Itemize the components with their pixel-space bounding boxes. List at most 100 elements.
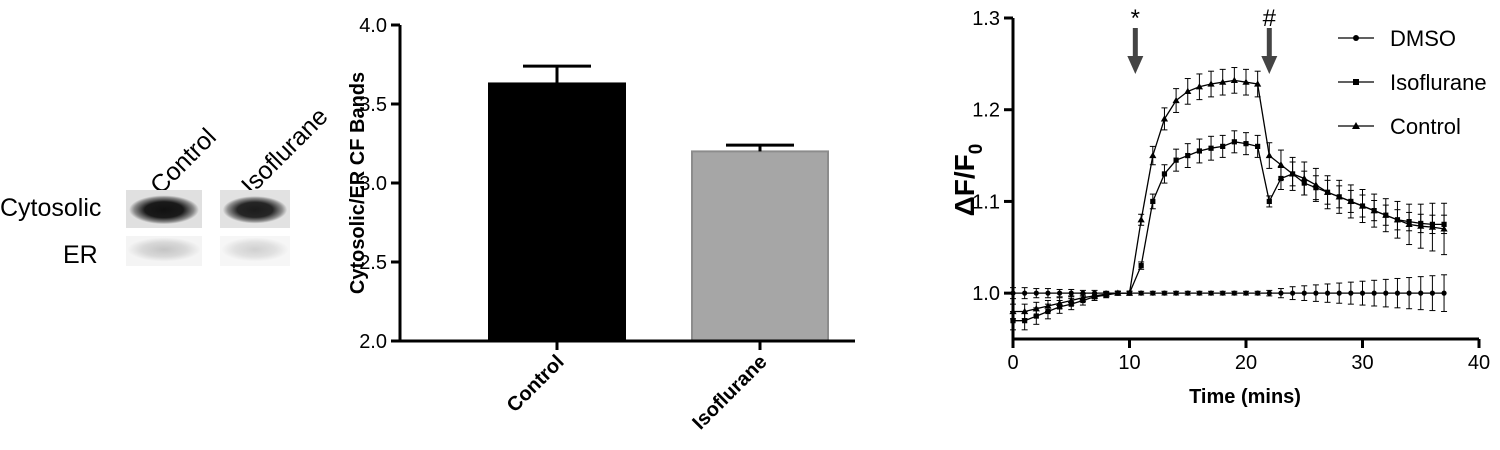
line-y-axis-label-main: ΔF/F — [949, 154, 980, 216]
line-point-isoflurane — [1243, 141, 1249, 147]
line-point-control — [1137, 216, 1145, 223]
line-path-control — [1013, 79, 1445, 313]
line-point-dmso — [1348, 290, 1354, 296]
line-point-control — [1195, 83, 1203, 90]
line-y-axis-label-sub: 0 — [966, 144, 987, 155]
line-point-control — [1370, 207, 1378, 214]
bar-control — [488, 82, 626, 343]
line-y-tick-label: 1.3 — [972, 8, 1000, 30]
line-point-control — [1172, 96, 1180, 104]
blot-band-cytosolic-isoflurane — [220, 190, 290, 228]
line-point-control — [1149, 151, 1157, 159]
line-point-isoflurane — [1266, 198, 1272, 205]
line-point-dmso — [1220, 290, 1226, 296]
line-point-dmso — [1418, 290, 1424, 296]
line-point-control — [1277, 161, 1285, 168]
annotation-label: # — [1263, 5, 1277, 32]
line-point-isoflurane — [1208, 145, 1214, 151]
line-series-group — [1009, 67, 1448, 331]
line-point-control — [1114, 289, 1122, 296]
line-point-control — [1335, 193, 1343, 200]
line-x-tick-label: 0 — [1007, 352, 1018, 374]
line-point-isoflurane — [1161, 171, 1168, 177]
line-point-control — [1405, 220, 1413, 227]
blot-band-cytosolic-control — [126, 190, 202, 228]
line-point-dmso — [1371, 290, 1377, 296]
bar-y-tick-label: 2.0 — [359, 331, 387, 353]
bar-marks — [488, 64, 829, 343]
legend-marker-control — [1352, 122, 1360, 129]
blot-band-er-isoflurane — [220, 236, 290, 266]
line-point-isoflurane — [1022, 318, 1028, 324]
line-point-dmso — [1429, 290, 1435, 296]
line-point-dmso — [1278, 290, 1284, 296]
bar-y-tick-label: 2.5 — [359, 252, 387, 274]
line-point-isoflurane — [1255, 143, 1261, 149]
row-label-er: ER — [63, 241, 98, 269]
lane-label-control: Control — [145, 123, 222, 200]
line-point-control — [1428, 223, 1436, 230]
line-point-dmso — [1336, 290, 1342, 296]
line-point-control — [1417, 222, 1425, 229]
line-series-control — [1009, 67, 1448, 320]
bar-chart: 2.0 2.5 3.0 3.5 4.0 Cytosolic/ER CF Bands Co… — [347, 15, 855, 434]
bar-isoflurane — [691, 150, 829, 342]
line-point-dmso — [1033, 290, 1039, 296]
annotation-arrow-head — [1261, 56, 1278, 74]
line-point-control — [1242, 78, 1250, 85]
line-point-dmso — [1022, 290, 1028, 296]
line-point-dmso — [1138, 290, 1144, 296]
line-point-dmso — [1266, 290, 1272, 296]
line-point-control — [1067, 296, 1075, 304]
line-point-control — [1382, 211, 1390, 218]
line-point-control — [1079, 294, 1087, 301]
line-point-control — [1265, 151, 1273, 159]
line-point-control — [1230, 76, 1238, 83]
bar-y-tick-label: 3.5 — [359, 94, 387, 116]
line-point-dmso — [1243, 290, 1249, 296]
line-point-isoflurane — [1231, 139, 1237, 145]
blot-band-er-control — [126, 236, 202, 266]
line-point-control — [1044, 302, 1052, 309]
line-point-control — [1102, 290, 1110, 297]
line-point-isoflurane — [1138, 263, 1144, 269]
line-point-isoflurane — [1033, 313, 1039, 319]
line-point-dmso — [1045, 290, 1051, 296]
line-point-dmso — [1173, 290, 1179, 296]
bar-y-tick-label: 3.0 — [359, 173, 387, 195]
legend-label-dmso: DMSO — [1390, 26, 1456, 51]
line-point-dmso — [1441, 290, 1447, 296]
line-chart-panel: 0 10 20 30 40 1.0 1.1 1.2 1.3 Time (mins) ΔF/F0 … — [930, 0, 1500, 445]
line-point-dmso — [1196, 290, 1202, 296]
line-point-control — [1254, 80, 1262, 87]
line-point-control — [1347, 197, 1355, 205]
line-point-dmso — [1406, 290, 1412, 296]
line-point-dmso — [1068, 290, 1074, 296]
bar-y-axis-label: Cytosolic/ER CF Bands — [347, 72, 369, 294]
line-y-tick-label: 1.1 — [972, 191, 1000, 213]
line-point-control — [1160, 115, 1169, 122]
line-y-tick-label: 1.2 — [972, 100, 1000, 122]
line-point-control — [1300, 174, 1308, 182]
legend-marker-dmso — [1353, 35, 1359, 41]
line-point-control — [1032, 305, 1040, 312]
line-y-tick-label: 1.0 — [972, 283, 1000, 305]
line-point-isoflurane — [1150, 198, 1156, 205]
line-legend: DMSO Isoflurane Control — [1338, 26, 1487, 139]
lane-label-isoflurane: Isoflurane — [236, 102, 334, 200]
legend-label-control: Control — [1390, 114, 1461, 139]
bar-y-ticks: 2.0 2.5 3.0 3.5 4.0 — [359, 15, 400, 353]
line-point-control — [1289, 170, 1297, 177]
line-point-dmso — [1359, 290, 1366, 296]
line-point-dmso — [1150, 290, 1156, 296]
bar-x-tick-label-isoflurane: Isoflurane — [688, 351, 771, 434]
line-point-control — [1021, 307, 1029, 315]
line-x-tick-label: 30 — [1351, 352, 1373, 374]
line-point-isoflurane — [1185, 152, 1191, 159]
line-point-control — [1393, 216, 1402, 223]
line-point-dmso — [1394, 290, 1401, 296]
line-point-control — [1184, 87, 1192, 94]
line-x-axis-label: Time (mins) — [1189, 386, 1301, 408]
line-point-isoflurane — [1220, 143, 1226, 149]
line-point-dmso — [1057, 290, 1063, 296]
